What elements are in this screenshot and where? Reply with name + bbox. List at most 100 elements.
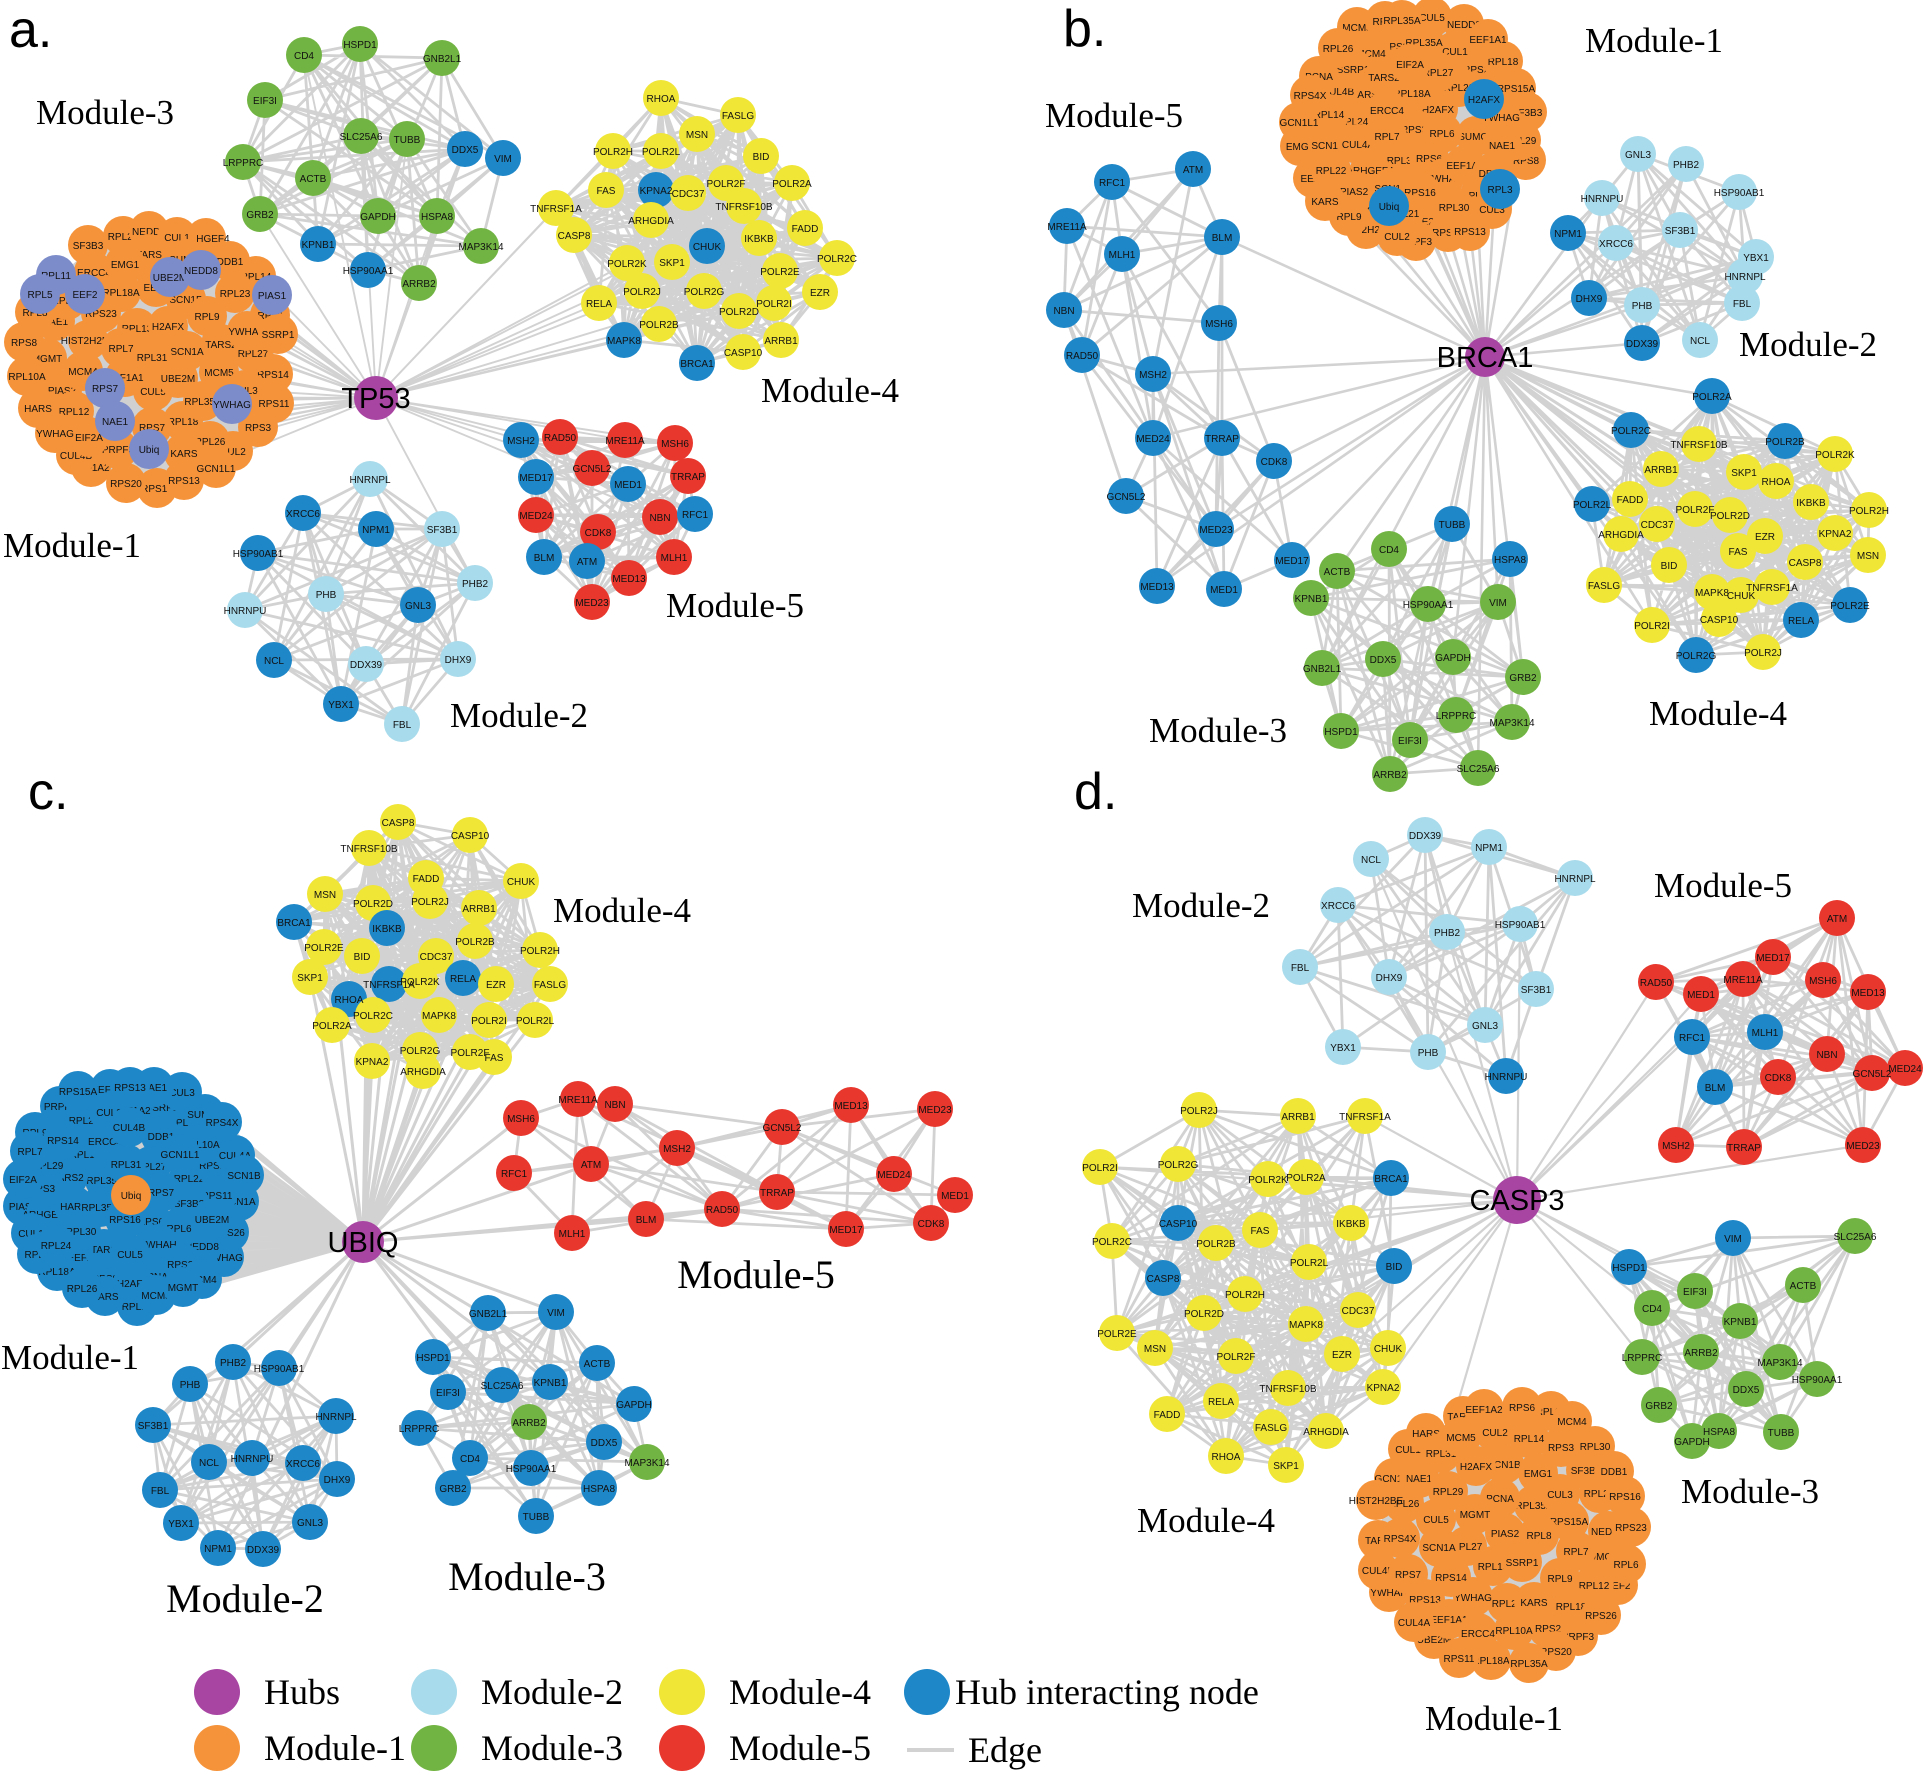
- svg-text:BRCA1: BRCA1: [680, 359, 714, 370]
- svg-text:RPL7: RPL7: [108, 344, 133, 355]
- svg-text:EEF1A2: EEF1A2: [1465, 1405, 1503, 1416]
- svg-text:CHUK: CHUK: [1727, 591, 1756, 602]
- svg-text:POLR2D: POLR2D: [1710, 511, 1750, 522]
- svg-text:FBL: FBL: [151, 1486, 170, 1497]
- svg-text:MCM4: MCM4: [1356, 49, 1386, 60]
- svg-text:POLR2L: POLR2L: [642, 147, 681, 158]
- svg-text:GNL3: GNL3: [405, 601, 432, 612]
- svg-text:ARHGEF4: ARHGEF4: [22, 1210, 70, 1221]
- svg-text:ATM: ATM: [577, 557, 597, 568]
- svg-text:TRRAP: TRRAP: [1727, 1143, 1761, 1154]
- svg-text:RPL14: RPL14: [241, 272, 272, 283]
- svg-text:RPL35A: RPL35A: [1383, 16, 1421, 27]
- svg-text:POLR2K: POLR2K: [1248, 1175, 1288, 1186]
- svg-text:POLR2F: POLR2F: [707, 179, 746, 190]
- svg-text:POLR2B: POLR2B: [1765, 437, 1805, 448]
- svg-text:Module-3: Module-3: [1681, 1472, 1819, 1511]
- svg-text:MED1: MED1: [1210, 585, 1238, 596]
- svg-text:RPL9: RPL9: [1547, 1574, 1572, 1585]
- svg-text:MAP3K14: MAP3K14: [1489, 718, 1534, 729]
- svg-text:RPL18: RPL18: [169, 1118, 200, 1129]
- svg-text:RPS4X: RPS4X: [206, 1118, 239, 1129]
- svg-text:RPS11: RPS11: [202, 1191, 233, 1202]
- svg-text:RELA: RELA: [450, 974, 476, 985]
- svg-text:POLR2I: POLR2I: [471, 1016, 507, 1027]
- svg-text:RPS3: RPS3: [29, 1184, 56, 1195]
- svg-text:RPS11: RPS11: [259, 399, 290, 410]
- svg-text:RPL26: RPL26: [195, 437, 226, 448]
- svg-text:RPL27: RPL27: [136, 1162, 167, 1173]
- svg-text:GNB2L1: GNB2L1: [423, 54, 462, 65]
- svg-text:EZR: EZR: [1755, 532, 1775, 543]
- svg-text:NPM1: NPM1: [1554, 229, 1582, 240]
- svg-text:RPS14: RPS14: [1435, 1573, 1467, 1584]
- svg-text:RPL27: RPL27: [1423, 68, 1454, 79]
- svg-text:TRRAP: TRRAP: [760, 1188, 794, 1199]
- svg-text:RPS26: RPS26: [213, 1228, 245, 1239]
- svg-text:CDK8: CDK8: [1765, 1073, 1792, 1084]
- svg-text:SCN1A: SCN1A: [1422, 1543, 1456, 1554]
- svg-text:MLH1: MLH1: [1752, 1028, 1779, 1039]
- svg-text:POLR2C: POLR2C: [1611, 426, 1651, 437]
- svg-text:POLR2G: POLR2G: [400, 1046, 441, 1057]
- svg-text:CUL5: CUL5: [117, 1250, 143, 1261]
- svg-text:VIM: VIM: [547, 1308, 565, 1319]
- svg-text:MED13: MED13: [834, 1101, 868, 1112]
- svg-text:RPS20: RPS20: [110, 479, 142, 490]
- svg-text:CASP8: CASP8: [1147, 1274, 1180, 1285]
- svg-text:MCM5: MCM5: [1446, 1433, 1476, 1444]
- svg-text:HNRNPU: HNRNPU: [224, 606, 267, 617]
- svg-text:RPL24: RPL24: [1536, 1407, 1567, 1418]
- svg-text:FAS: FAS: [597, 186, 616, 197]
- svg-text:RPL31: RPL31: [111, 1160, 142, 1171]
- svg-text:CUL5: CUL5: [1423, 1515, 1449, 1526]
- svg-text:CHUK: CHUK: [507, 877, 536, 888]
- svg-text:MED23: MED23: [575, 598, 609, 609]
- svg-text:RAD50: RAD50: [1066, 351, 1099, 362]
- svg-text:DHX9: DHX9: [1376, 973, 1403, 984]
- svg-text:HSP90AB1: HSP90AB1: [1495, 920, 1546, 931]
- svg-text:MAP3K14: MAP3K14: [624, 1458, 669, 1469]
- svg-text:RPL35A: RPL35A: [1405, 38, 1443, 49]
- svg-text:TP53: TP53: [341, 383, 410, 415]
- svg-text:SCN1B: SCN1B: [1487, 1460, 1521, 1471]
- svg-text:POLR2D: POLR2D: [719, 307, 759, 318]
- svg-text:TUBB: TUBB: [1768, 1428, 1795, 1439]
- svg-text:KPNA2: KPNA2: [356, 1057, 389, 1068]
- svg-text:POLR2A: POLR2A: [772, 179, 812, 190]
- svg-text:RPS14: RPS14: [1432, 228, 1464, 239]
- svg-text:YBX1: YBX1: [168, 1519, 194, 1530]
- svg-text:BID: BID: [1661, 561, 1678, 572]
- svg-text:RPS3: RPS3: [1548, 1443, 1575, 1454]
- svg-text:KPNB1: KPNB1: [1724, 1317, 1757, 1328]
- svg-text:RPS3: RPS3: [245, 423, 272, 434]
- svg-text:ACTB: ACTB: [584, 1359, 611, 1370]
- svg-text:MCM5: MCM5: [141, 1291, 171, 1302]
- svg-text:KARS: KARS: [1311, 197, 1339, 208]
- svg-text:BLM: BLM: [534, 553, 555, 564]
- svg-text:MGMT: MGMT: [1460, 1510, 1491, 1521]
- svg-text:Module-1: Module-1: [1425, 1699, 1563, 1738]
- svg-text:RPL18A: RPL18A: [1393, 89, 1431, 100]
- svg-text:MED1: MED1: [941, 1191, 969, 1202]
- svg-text:RPL29: RPL29: [1433, 1487, 1464, 1498]
- svg-text:EZR: EZR: [486, 980, 506, 991]
- svg-text:TUBB: TUBB: [1439, 520, 1466, 531]
- svg-text:RPL7: RPL7: [17, 1147, 42, 1158]
- svg-text:RPL26: RPL26: [1323, 44, 1354, 55]
- svg-text:RPL12: RPL12: [70, 1150, 101, 1161]
- svg-text:MSH6: MSH6: [661, 439, 689, 450]
- svg-text:RPL6: RPL6: [166, 1224, 191, 1235]
- svg-text:RPS4X: RPS4X: [1294, 91, 1327, 102]
- svg-text:DHX9: DHX9: [1576, 294, 1603, 305]
- svg-text:RPL12: RPL12: [59, 407, 90, 418]
- svg-text:SF3B1: SF3B1: [1521, 985, 1552, 996]
- svg-text:MGMT: MGMT: [32, 354, 63, 365]
- svg-text:TRRAP: TRRAP: [671, 472, 705, 483]
- svg-text:TARS2: TARS2: [1368, 73, 1400, 84]
- svg-text:HNRNPL: HNRNPL: [349, 475, 391, 486]
- svg-text:RPL31: RPL31: [1387, 156, 1418, 167]
- svg-text:POLR2C: POLR2C: [817, 254, 857, 265]
- svg-text:RPS26: RPS26: [1463, 65, 1495, 76]
- svg-text:ARRB2: ARRB2: [1684, 1348, 1718, 1359]
